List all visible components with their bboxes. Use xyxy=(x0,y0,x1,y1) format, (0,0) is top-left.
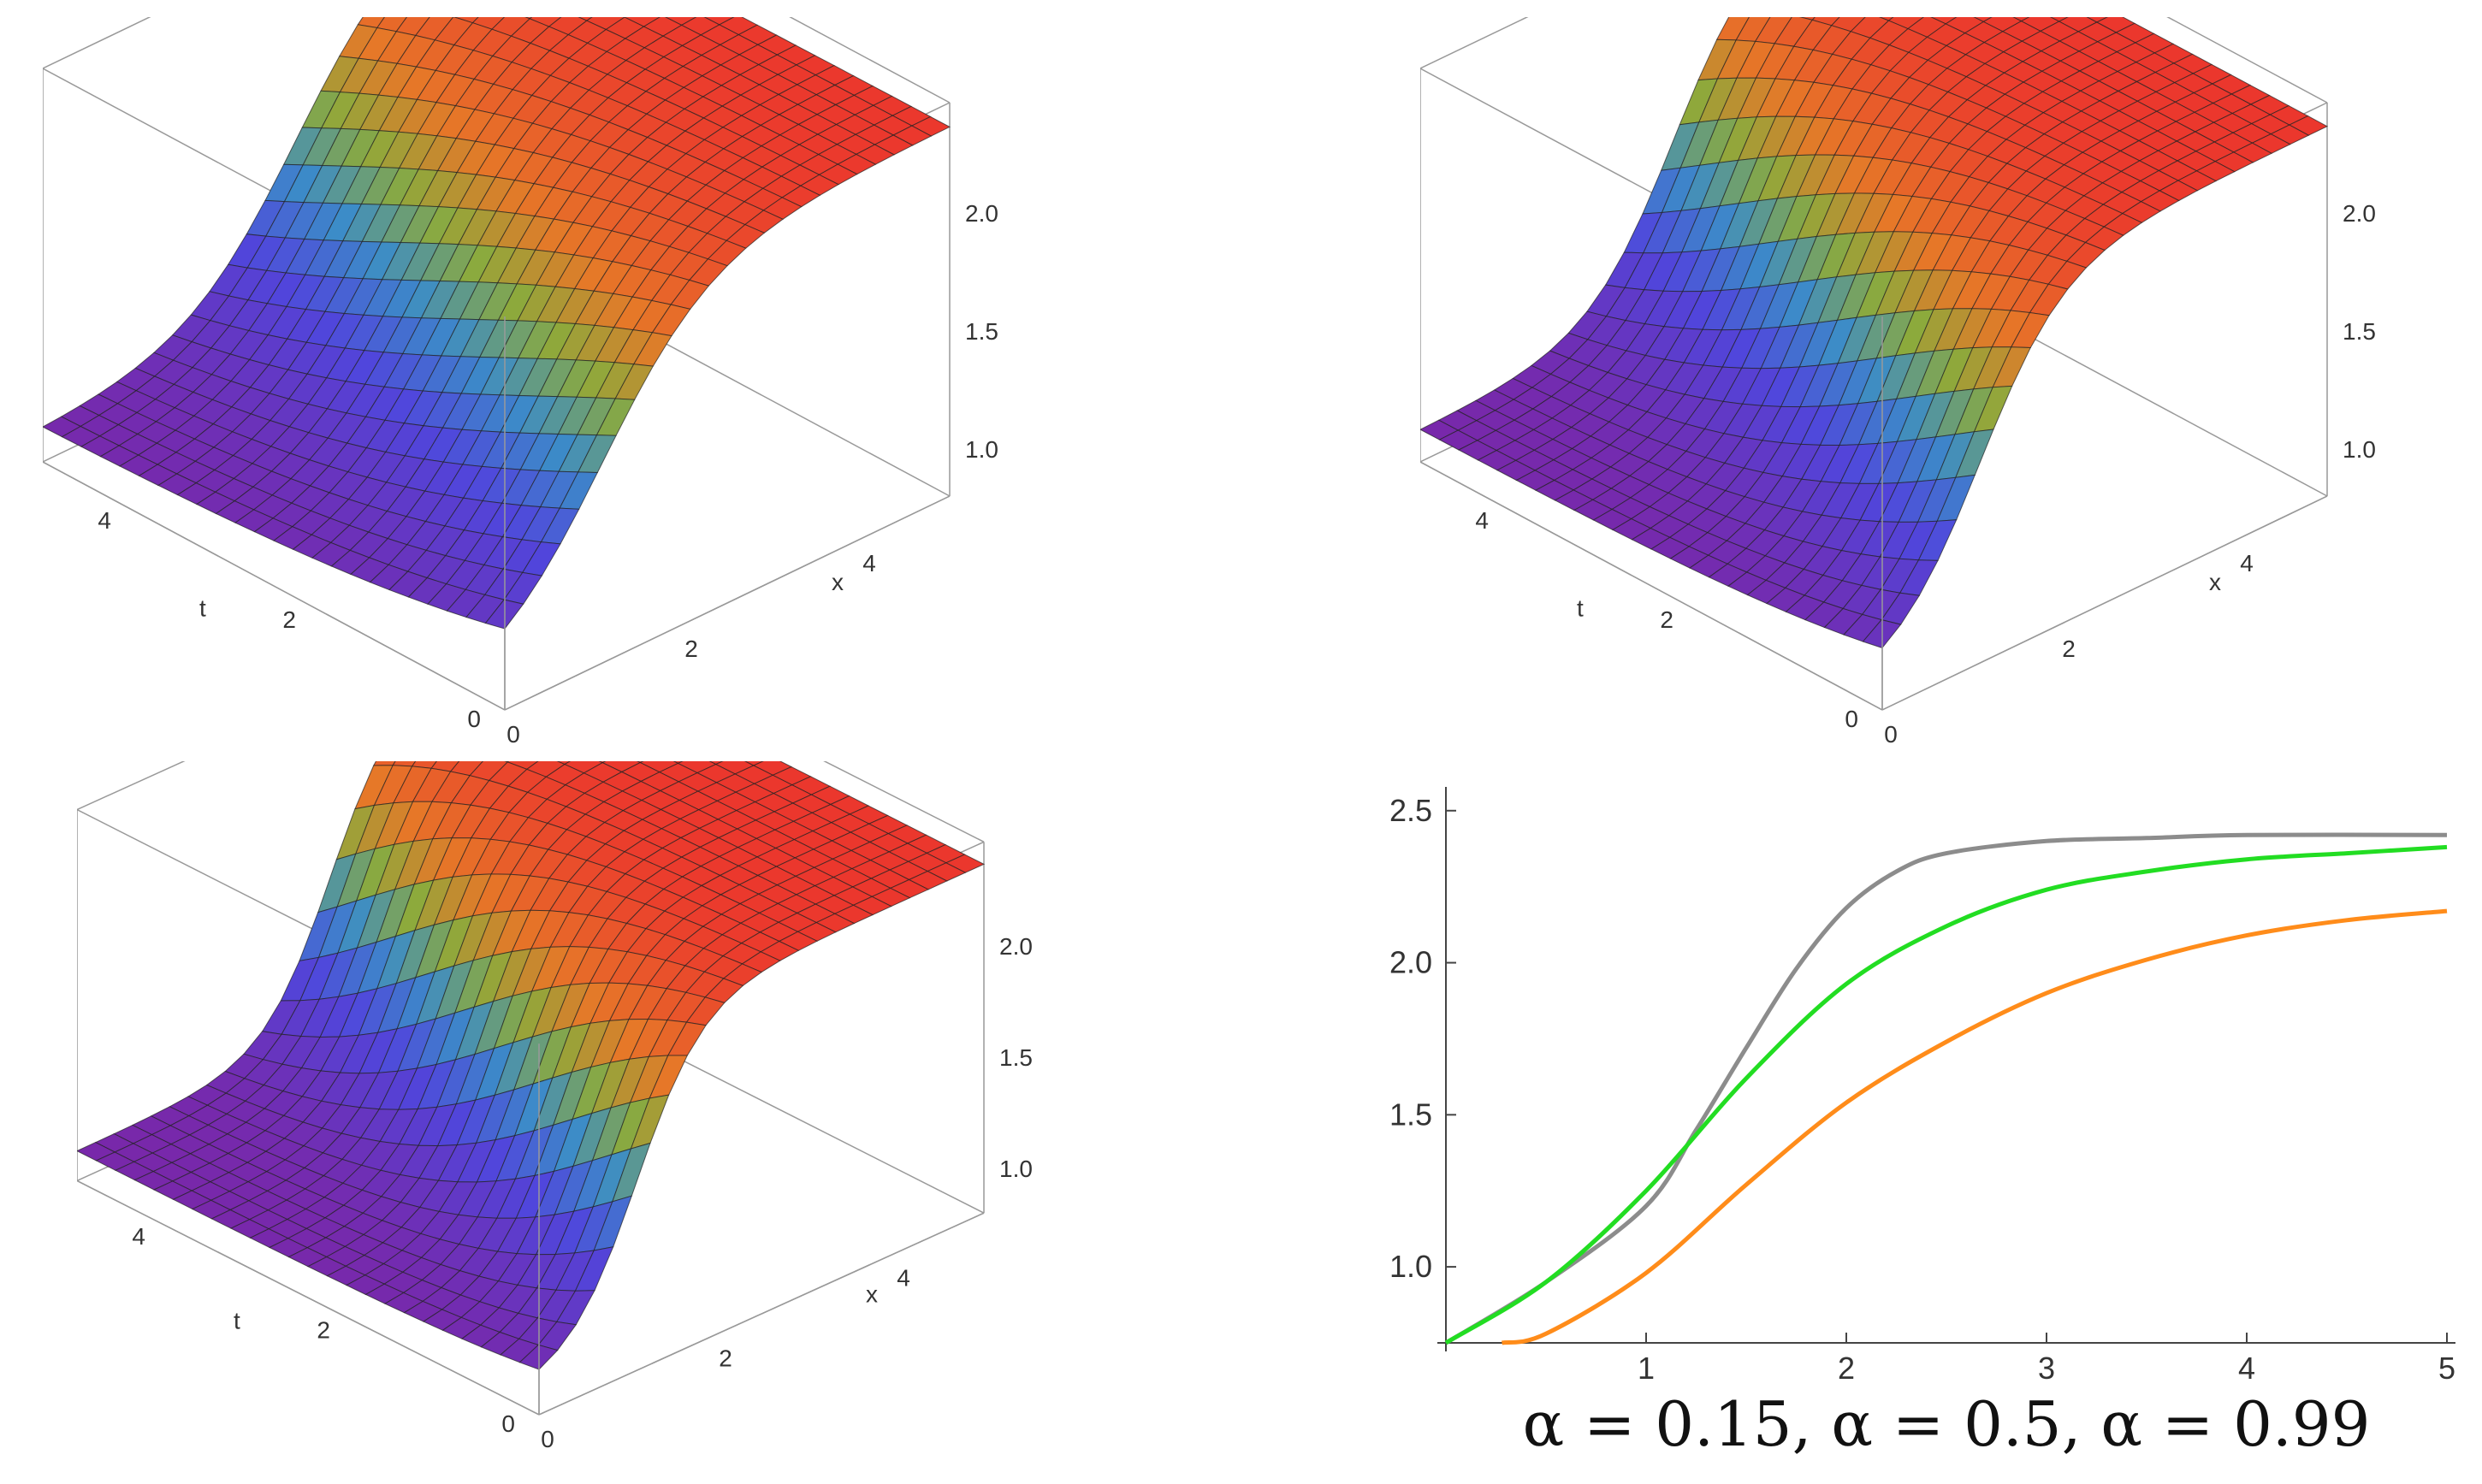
t-axis-label: t xyxy=(1577,595,1584,622)
x-tick-label: 2 xyxy=(2062,636,2076,662)
y-tick-label: 1.5 xyxy=(1389,1097,1432,1132)
x-tick-label: 4 xyxy=(2238,1351,2255,1386)
surface-mesh xyxy=(43,17,950,629)
t-tick-label: 0 xyxy=(1845,706,1858,732)
t-tick-label: 2 xyxy=(282,606,296,633)
line-chart: 1 2 3 4 5 1.0 1.5 2.0 2.5 α = 0.15, α = 0.5, α = … xyxy=(1335,761,2481,1480)
x-axis-label: x xyxy=(2209,569,2221,595)
alpha-caption: α = 0.15, α = 0.5, α = 0.99 xyxy=(1523,1388,2371,1460)
x-tick-label: 4 xyxy=(897,1264,910,1291)
z-tick-label: 1.5 xyxy=(2343,318,2376,345)
ticks: 1 2 3 4 5 1.0 1.5 2.0 2.5 xyxy=(1389,793,2455,1386)
axes xyxy=(1437,787,2455,1351)
x-tick-label: 2 xyxy=(719,1345,732,1372)
t-tick-label: 0 xyxy=(501,1410,515,1437)
x-tick-label: 0 xyxy=(506,721,520,748)
z-tick-label: 2.0 xyxy=(2343,200,2376,227)
y-tick-label: 2.0 xyxy=(1389,945,1432,980)
x-tick-label: 4 xyxy=(862,550,876,576)
y-tick-label: 1.0 xyxy=(1389,1249,1432,1284)
z-tick-label: 1.0 xyxy=(965,436,998,463)
z-tick-label: 2.0 xyxy=(965,200,998,227)
x-tick-label: 2 xyxy=(684,636,698,662)
x-axis-label: x xyxy=(832,569,844,595)
x-tick-label: 0 xyxy=(1884,721,1898,748)
series-line-1 xyxy=(1446,835,2447,1343)
z-tick-label: 1.5 xyxy=(965,318,998,345)
line-chart-panel: 1 2 3 4 5 1.0 1.5 2.0 2.5 α = 0.15, α = 0.5, α = … xyxy=(1335,761,2481,1480)
x-axis-label: x xyxy=(866,1281,878,1308)
surface-svg: 0 2 4 0 2 4 1.0 1.5 2.0 x t xyxy=(1420,17,2387,770)
series-line-2 xyxy=(1446,847,2447,1343)
surface-mesh xyxy=(77,761,984,1369)
t-tick-label: 4 xyxy=(98,507,111,534)
z-tick-label: 1.0 xyxy=(999,1156,1033,1182)
series-lines xyxy=(1446,835,2447,1343)
surface-svg: 0 2 4 0 2 4 1.0 1.5 2.0 x t xyxy=(43,17,1010,770)
t-tick-label: 4 xyxy=(1475,507,1489,534)
series-line-3 xyxy=(1502,911,2448,1343)
z-tick-label: 1.5 xyxy=(999,1044,1033,1071)
x-tick-label: 3 xyxy=(2038,1351,2055,1386)
x-tick-label: 4 xyxy=(2240,550,2254,576)
z-tick-label: 1.0 xyxy=(2343,436,2376,463)
t-axis-label: t xyxy=(199,595,206,622)
x-tick-label: 0 xyxy=(541,1426,554,1452)
surface-plot-bottom-left: 0 2 4 0 2 4 1.0 1.5 2.0 x t xyxy=(77,761,1044,1471)
t-tick-label: 0 xyxy=(467,706,481,732)
surface-group: 0 2 4 0 2 4 1.0 1.5 2.0 x t xyxy=(1420,17,2376,748)
z-tick-label: 2.0 xyxy=(999,933,1033,960)
x-tick-label: 1 xyxy=(1638,1351,1655,1386)
t-axis-label: t xyxy=(234,1308,240,1334)
surface-svg: 0 2 4 0 2 4 1.0 1.5 2.0 x t xyxy=(77,761,1044,1471)
t-tick-label: 2 xyxy=(317,1317,330,1344)
x-tick-label: 2 xyxy=(1838,1351,1855,1386)
surface-mesh xyxy=(1420,17,2327,647)
surface-plot-top-right: 0 2 4 0 2 4 1.0 1.5 2.0 x t xyxy=(1420,17,2387,770)
surface-group: 0 2 4 0 2 4 1.0 1.5 2.0 x t xyxy=(77,761,1033,1452)
box-edge xyxy=(505,496,950,710)
t-tick-label: 2 xyxy=(1660,606,1673,633)
t-tick-label: 4 xyxy=(132,1223,145,1250)
surface-group: 0 2 4 0 2 4 1.0 1.5 2.0 x t xyxy=(43,17,998,748)
x-tick-label: 5 xyxy=(2438,1351,2455,1386)
surface-plot-top-left: 0 2 4 0 2 4 1.0 1.5 2.0 x t xyxy=(43,17,1010,770)
y-tick-label: 2.5 xyxy=(1389,793,1432,828)
